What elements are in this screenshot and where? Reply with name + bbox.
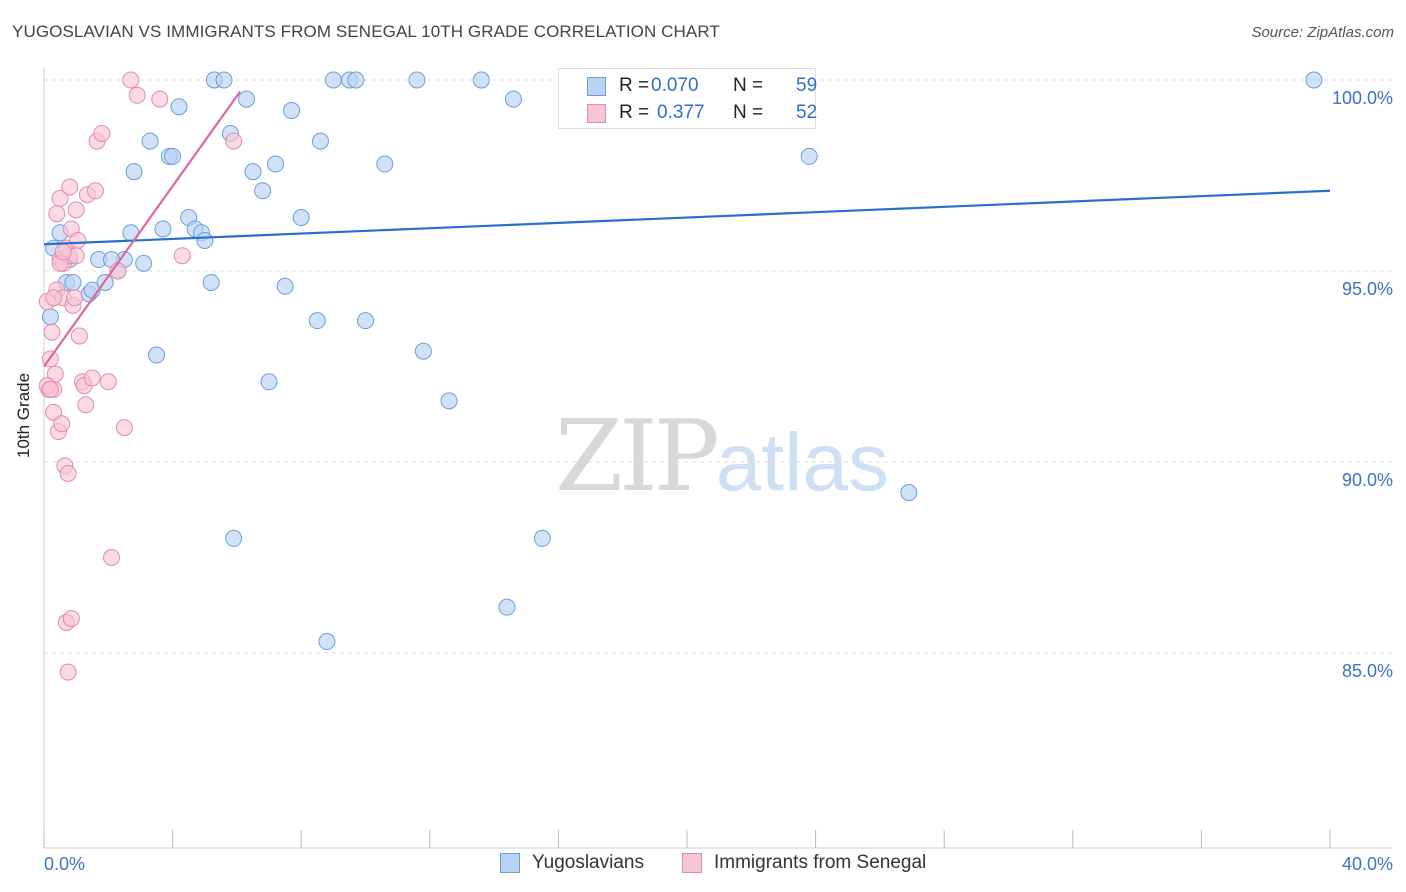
senegal-point <box>67 201 85 219</box>
yugoslavian-point <box>800 147 818 165</box>
senegal-point <box>115 419 133 437</box>
yugoslavian-point <box>324 71 342 89</box>
yugoslavian-point <box>64 273 82 291</box>
senegal-point <box>86 182 104 200</box>
yugoslavian-point <box>347 71 365 89</box>
y-axis-label: 10th Grade <box>14 372 33 458</box>
yugoslavian-point <box>202 273 220 291</box>
senegal-point <box>99 373 117 391</box>
yugoslavian-point <box>148 346 166 364</box>
senegal-point <box>66 289 84 307</box>
yugoslavian-point <box>266 155 284 173</box>
r-label: R = <box>619 75 650 96</box>
senegal-trend-line <box>43 90 242 368</box>
blue-swatch <box>587 77 606 96</box>
senegal-point <box>62 610 80 628</box>
pink-swatch <box>682 853 702 873</box>
yugoslavian-point <box>141 132 159 150</box>
n-label: N = <box>733 102 764 123</box>
yugoslavian-point <box>225 529 243 547</box>
yugoslavian-point <box>41 308 59 326</box>
yugoslavian-point <box>154 220 172 238</box>
senegal-point <box>59 464 77 482</box>
senegal-point <box>93 124 111 142</box>
yugoslavian-point <box>533 529 551 547</box>
yugoslavian-point <box>414 342 432 360</box>
yugoslavian-point <box>125 163 143 181</box>
senegal-point <box>173 247 191 265</box>
blue-swatch <box>500 853 520 873</box>
senegal-point <box>61 178 79 196</box>
yugoslavian-point <box>472 71 490 89</box>
senegal-point <box>83 369 101 387</box>
x-tick-label: 0.0% <box>44 854 85 874</box>
n-value: 52 <box>796 102 818 123</box>
yugoslavian-point <box>276 277 294 295</box>
yugoslavian-point <box>311 132 329 150</box>
yugoslavian-point <box>498 598 516 616</box>
senegal-point <box>103 549 121 566</box>
senegal-point <box>77 396 95 414</box>
chart-title: YUGOSLAVIAN VS IMMIGRANTS FROM SENEGAL 1… <box>12 22 720 41</box>
n-value: 59 <box>796 75 818 96</box>
legend-label: Yugoslavians <box>532 852 644 873</box>
senegal-point <box>225 132 243 150</box>
r-value: 0.377 <box>657 102 705 123</box>
senegal-point <box>151 90 169 108</box>
yugoslavian-point <box>244 163 262 181</box>
yugoslavian-point <box>215 71 233 89</box>
legend-label: Immigrants from Senegal <box>714 852 927 873</box>
yugoslavian-trend-line <box>43 189 1331 246</box>
correlation-legend: R = 0.070 N = 59 R = 0.377 N = 52 <box>558 68 818 129</box>
senegal-point <box>70 327 88 345</box>
yugoslavian-point <box>408 71 426 89</box>
r-label: R = <box>619 102 650 123</box>
senegal-point <box>69 231 87 249</box>
yugoslavian-point <box>260 373 278 391</box>
y-tick-label: 90.0% <box>1342 470 1393 490</box>
yugoslavian-point <box>196 231 214 249</box>
yugoslavian-point <box>900 484 918 502</box>
x-tick-label: 40.0% <box>1342 854 1393 874</box>
r-value: 0.070 <box>651 75 699 96</box>
yugoslavian-point <box>357 312 374 330</box>
yugoslavian-point <box>135 254 153 272</box>
yugoslavian-point <box>318 633 336 651</box>
yugoslavian-point <box>164 147 182 165</box>
yugoslavian-point <box>376 155 394 173</box>
n-label: N = <box>733 75 764 96</box>
y-tick-label: 100.0% <box>1332 88 1393 108</box>
senegal-point <box>122 71 140 89</box>
senegal-point <box>41 380 59 398</box>
senegal-point <box>59 663 77 681</box>
senegal-point <box>48 205 66 223</box>
senegal-point <box>43 323 61 341</box>
yugoslavian-point <box>170 98 188 116</box>
watermark-zip: ZIP <box>555 400 720 514</box>
senegal-point <box>51 189 69 207</box>
senegal-point <box>53 415 71 433</box>
yugoslavian-point <box>254 182 272 200</box>
yugoslavian-point <box>238 90 256 108</box>
yugoslavian-point <box>292 209 310 227</box>
yugoslavian-point <box>283 102 301 120</box>
yugoslavian-point <box>308 312 326 330</box>
yugoslavian-point <box>504 90 522 108</box>
y-tick-label: 85.0% <box>1342 661 1393 681</box>
yugoslavian-point <box>440 392 458 410</box>
pink-swatch <box>587 104 606 123</box>
senegal-point <box>45 289 63 307</box>
yugoslavian-point <box>1305 71 1323 89</box>
senegal-point <box>128 86 146 104</box>
source-label: Source: ZipAtlas.com <box>1251 24 1394 41</box>
senegal-point <box>54 243 72 261</box>
y-tick-label: 95.0% <box>1342 279 1393 299</box>
